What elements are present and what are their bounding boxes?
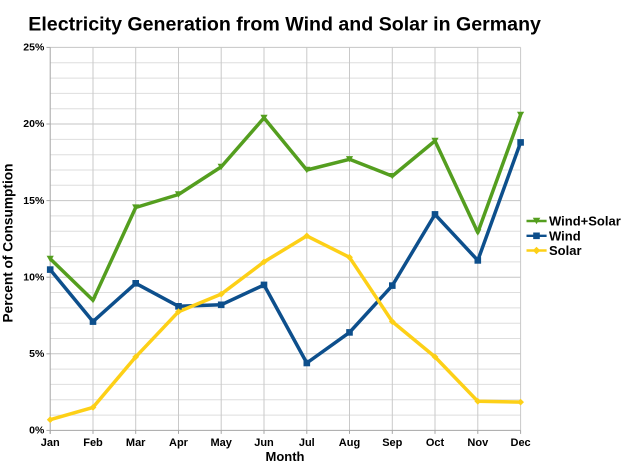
svg-text:Percent of Consumption: Percent of Consumption: [1, 164, 16, 323]
svg-text:Dec: Dec: [511, 437, 531, 449]
svg-text:Apr: Apr: [169, 437, 189, 449]
svg-text:Feb: Feb: [83, 437, 103, 449]
svg-text:Solar: Solar: [549, 243, 582, 258]
svg-text:Jan: Jan: [41, 437, 60, 449]
svg-text:20%: 20%: [23, 118, 45, 130]
svg-text:0%: 0%: [29, 425, 45, 437]
svg-text:15%: 15%: [23, 195, 45, 207]
svg-text:10%: 10%: [23, 271, 45, 283]
svg-text:Wind+Solar: Wind+Solar: [549, 214, 621, 229]
svg-text:Oct: Oct: [426, 437, 445, 449]
svg-text:Electricity Generation from Wi: Electricity Generation from Wind and Sol…: [28, 14, 541, 36]
svg-text:Mar: Mar: [126, 437, 146, 449]
svg-text:Wind: Wind: [549, 228, 581, 243]
svg-text:5%: 5%: [29, 348, 45, 360]
svg-text:Jul: Jul: [299, 437, 315, 449]
svg-text:Jun: Jun: [254, 437, 274, 449]
svg-text:Month: Month: [266, 449, 305, 464]
svg-text:25%: 25%: [23, 42, 45, 54]
svg-text:Sep: Sep: [382, 437, 402, 449]
svg-text:Nov: Nov: [467, 437, 489, 449]
svg-text:May: May: [210, 437, 232, 449]
svg-text:Aug: Aug: [339, 437, 360, 449]
